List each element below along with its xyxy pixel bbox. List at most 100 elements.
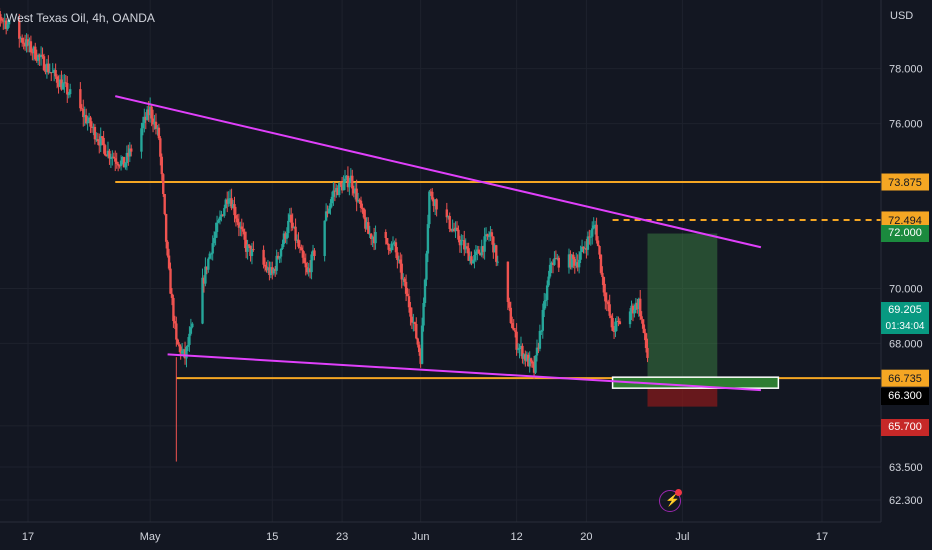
candle-body xyxy=(243,231,246,240)
candle-body xyxy=(6,24,9,29)
time-axis[interactable]: 17 May 15 23 Jun 12 20 Jul 17 xyxy=(22,531,828,543)
candle-body xyxy=(173,321,177,324)
grid-lines xyxy=(0,0,881,522)
candle-body xyxy=(220,214,223,217)
candle-body xyxy=(457,229,460,240)
candle-body xyxy=(646,348,649,358)
candle-body xyxy=(111,156,114,159)
candle-body xyxy=(167,255,171,269)
trendlines[interactable] xyxy=(115,95,762,392)
candle-body xyxy=(34,46,37,60)
candle-body xyxy=(294,226,297,241)
candle-body xyxy=(247,244,251,246)
candle-body xyxy=(105,155,108,157)
price-tick-label: 76.000 xyxy=(889,119,923,131)
candle-body xyxy=(212,237,216,244)
candle-body xyxy=(644,333,648,349)
candle-body xyxy=(48,72,52,74)
entry-price-badge: 66.300 xyxy=(881,388,929,406)
candle-body xyxy=(512,327,515,331)
candle-body xyxy=(586,236,590,250)
stop-price-badge: 65.700 xyxy=(881,418,929,436)
candle-body xyxy=(528,358,531,367)
candle-body xyxy=(495,245,498,262)
candle-body xyxy=(364,217,367,229)
candle-body xyxy=(326,211,329,214)
candle-body xyxy=(492,236,495,253)
candle-body xyxy=(303,257,306,263)
candle-body xyxy=(80,108,84,110)
candle-body xyxy=(223,208,226,216)
candle-body xyxy=(390,243,393,251)
long-position-zone[interactable] xyxy=(611,233,780,407)
candle-body xyxy=(637,298,640,309)
candle-body xyxy=(60,79,63,90)
candle-body xyxy=(576,262,579,268)
candle-body xyxy=(329,203,332,209)
candle-body xyxy=(29,41,33,53)
candle-body xyxy=(47,63,50,73)
candle-body xyxy=(124,162,127,168)
candle-body xyxy=(598,245,601,255)
candle-body xyxy=(401,278,405,280)
candle-body xyxy=(115,161,118,164)
candle-body xyxy=(86,121,89,124)
candle-body xyxy=(118,165,121,167)
candle-body xyxy=(41,54,44,57)
candle-body xyxy=(570,254,574,268)
candle-body xyxy=(291,222,294,228)
candle-body xyxy=(185,346,188,359)
time-tick-label: Jul xyxy=(675,531,689,543)
candle-body xyxy=(541,309,544,331)
price-tick-label: 62.300 xyxy=(889,495,923,507)
candle-body xyxy=(188,333,191,345)
candle-body xyxy=(515,331,518,350)
candle-body xyxy=(569,254,572,268)
candle-body xyxy=(374,231,377,244)
candle-body xyxy=(2,20,5,22)
candle-body xyxy=(182,349,185,351)
flash-icon[interactable]: ⚡ xyxy=(659,489,682,512)
trendline xyxy=(115,95,762,249)
candle-body xyxy=(537,347,540,349)
candle-body xyxy=(176,339,179,345)
horizontal-levels: 73.875 72.494 66.735 xyxy=(115,173,929,387)
candle-body xyxy=(431,191,434,200)
candle-body xyxy=(452,228,456,232)
candle-body xyxy=(208,253,211,259)
candle-body xyxy=(304,262,307,268)
candle-body xyxy=(313,250,316,256)
candle-body xyxy=(611,317,614,331)
candle-body xyxy=(509,307,512,324)
candle-body xyxy=(448,216,451,229)
candle-body xyxy=(269,267,273,276)
candle-body xyxy=(271,267,274,274)
candle-body xyxy=(144,116,147,120)
candle-body xyxy=(463,240,466,250)
candle-body xyxy=(324,211,328,221)
candle-body xyxy=(58,79,62,87)
candle-body xyxy=(7,20,11,25)
candle-body xyxy=(236,218,239,223)
candle-body xyxy=(399,259,402,264)
candle-body xyxy=(63,82,66,84)
candle-body xyxy=(311,250,315,255)
candle-body xyxy=(400,263,403,280)
candle-body xyxy=(426,224,430,254)
candle-body xyxy=(387,243,390,250)
candle-body xyxy=(246,244,249,252)
candle-body xyxy=(593,224,597,226)
candle-body xyxy=(447,216,450,218)
candle-body xyxy=(242,229,245,232)
candle-body xyxy=(233,204,236,216)
entry-box xyxy=(611,376,780,389)
candle-body xyxy=(470,256,473,264)
candle-body xyxy=(367,222,370,234)
candle-body xyxy=(114,158,117,162)
candle-body xyxy=(551,262,555,265)
price-axis[interactable]: 78.00076.00070.00068.00065.00063.50062.3… xyxy=(889,64,923,507)
candle-body xyxy=(274,269,277,271)
candle-body xyxy=(252,249,255,251)
candle-body xyxy=(28,41,31,46)
